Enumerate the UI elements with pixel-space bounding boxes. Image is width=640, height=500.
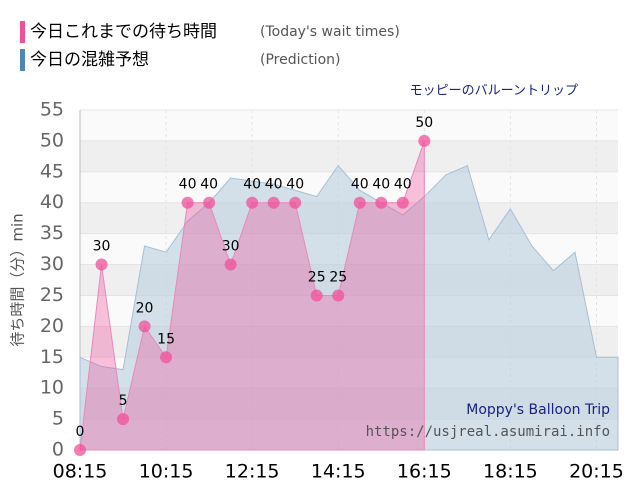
data-point xyxy=(117,413,130,426)
data-point xyxy=(74,444,86,456)
legend-note: (Prediction) xyxy=(260,52,340,68)
y-tick-label: 5 xyxy=(52,408,64,430)
legend-label: 今日の混雑予想 xyxy=(30,50,149,70)
data-point xyxy=(138,320,151,333)
watermark: https://usjreal.asumirai.info xyxy=(366,424,610,440)
data-point xyxy=(289,196,302,209)
watermark: Moppy's Balloon Trip xyxy=(466,402,610,418)
x-tick-label: 08:15 xyxy=(53,461,108,483)
x-tick-label: 18:15 xyxy=(483,461,538,483)
data-label: 40 xyxy=(243,177,261,193)
x-tick-label: 12:15 xyxy=(225,461,280,483)
x-tick-label: 16:15 xyxy=(397,461,452,483)
y-tick-label: 35 xyxy=(40,222,64,244)
data-point xyxy=(396,196,409,209)
legend-note: (Today's wait times) xyxy=(260,24,400,40)
x-tick-label: 10:15 xyxy=(139,461,194,483)
data-point xyxy=(418,134,431,147)
y-tick-label: 25 xyxy=(40,284,64,306)
data-label: 40 xyxy=(265,177,283,193)
data-label: 40 xyxy=(351,177,369,193)
data-label: 40 xyxy=(286,177,304,193)
data-point xyxy=(332,289,345,302)
y-tick-label: 55 xyxy=(40,99,64,121)
y-tick-label: 0 xyxy=(52,439,64,461)
y-axis-label: 待ち時間（分）min xyxy=(9,213,27,346)
y-tick-label: 30 xyxy=(40,253,64,275)
data-label: 40 xyxy=(179,177,197,193)
data-point xyxy=(353,196,366,209)
data-label: 30 xyxy=(222,239,240,255)
y-tick-label: 40 xyxy=(40,191,64,213)
data-label: 5 xyxy=(119,393,128,409)
y-tick-label: 10 xyxy=(40,377,64,399)
data-label: 25 xyxy=(329,269,347,285)
data-label: 40 xyxy=(394,177,412,193)
data-point xyxy=(203,196,216,209)
legend-swatch xyxy=(20,21,25,43)
data-point xyxy=(181,196,194,209)
data-point xyxy=(246,196,259,209)
data-point xyxy=(95,258,108,271)
y-tick-label: 20 xyxy=(40,315,64,337)
data-label: 25 xyxy=(308,269,326,285)
data-label: 20 xyxy=(136,300,154,316)
data-point xyxy=(375,196,388,209)
chart-title: モッピーのバルーントリップ xyxy=(410,84,578,99)
data-label: 15 xyxy=(157,331,175,347)
data-label: 0 xyxy=(76,424,85,440)
y-tick-label: 45 xyxy=(40,160,64,182)
legend-swatch xyxy=(20,49,25,71)
legend-label: 今日これまでの待ち時間 xyxy=(30,22,217,42)
data-label: 50 xyxy=(415,115,433,131)
y-tick-label: 50 xyxy=(40,129,64,151)
data-label: 30 xyxy=(93,239,111,255)
data-point xyxy=(224,258,237,271)
x-tick-label: 14:15 xyxy=(311,461,366,483)
x-tick-label: 20:15 xyxy=(569,461,624,483)
data-label: 40 xyxy=(372,177,390,193)
y-tick-label: 15 xyxy=(40,346,64,368)
data-label: 40 xyxy=(200,177,218,193)
data-point xyxy=(160,351,173,364)
grid-band xyxy=(80,140,618,172)
data-point xyxy=(267,196,280,209)
data-point xyxy=(310,289,323,302)
